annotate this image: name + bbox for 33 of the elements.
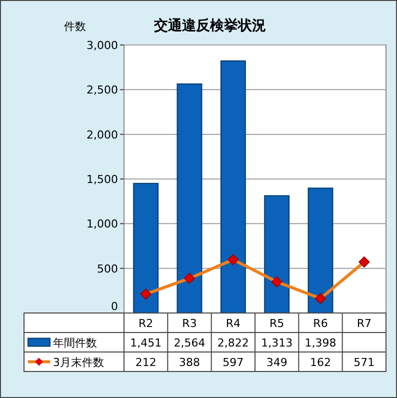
y-tick-label: 2,000 bbox=[86, 128, 118, 142]
data-label: 349 bbox=[266, 356, 288, 369]
bar bbox=[220, 60, 246, 314]
data-label: 1,313 bbox=[261, 336, 293, 350]
y-tick-label: 3,000 bbox=[86, 39, 118, 52]
y-tick-label: 1,500 bbox=[86, 173, 118, 186]
legend-label: 3月末件数 bbox=[53, 356, 104, 369]
data-label: 162 bbox=[310, 356, 331, 369]
data-label: 571 bbox=[354, 356, 375, 369]
x-tick-label: R5 bbox=[270, 316, 284, 330]
x-tick-label: R7 bbox=[356, 316, 372, 330]
x-tick-label: R2 bbox=[138, 316, 154, 330]
bar bbox=[308, 188, 334, 314]
x-tick-label: R6 bbox=[313, 316, 328, 330]
bar bbox=[264, 195, 290, 314]
data-label: 388 bbox=[179, 356, 200, 369]
chart-title: 交通違反検挙状況 bbox=[153, 17, 266, 34]
data-label: 2,564 bbox=[174, 336, 206, 350]
data-label: 2,822 bbox=[217, 336, 249, 350]
data-label: 1,451 bbox=[130, 336, 162, 350]
y-tick-label: 1,000 bbox=[86, 218, 118, 231]
y-axis-title: 件数 bbox=[64, 20, 86, 33]
bar bbox=[133, 182, 159, 314]
legend-label: 年間件数 bbox=[53, 336, 97, 350]
y-tick-label: 500 bbox=[97, 262, 118, 276]
x-tick-label: R3 bbox=[182, 316, 197, 330]
y-tick-label: 2,500 bbox=[86, 84, 118, 97]
data-label: 1,398 bbox=[304, 336, 336, 350]
data-label: 597 bbox=[222, 356, 244, 369]
x-tick-label: R4 bbox=[226, 316, 240, 330]
bar bbox=[176, 83, 202, 314]
data-label: 212 bbox=[135, 356, 156, 369]
y-tick-label: 0 bbox=[111, 300, 118, 313]
